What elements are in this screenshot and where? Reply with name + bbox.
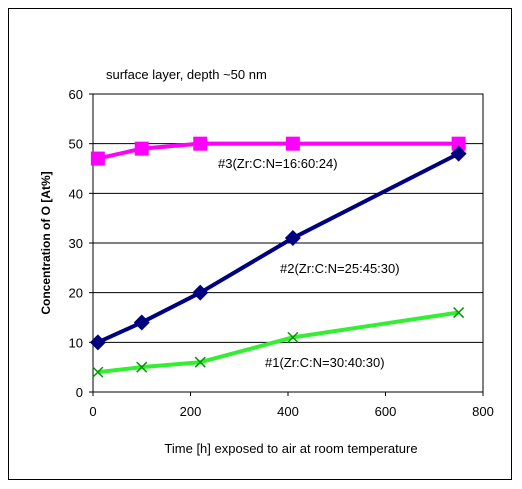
y-tick-label: 30 — [69, 236, 83, 251]
data-point — [92, 366, 104, 378]
x-tick-label: 0 — [89, 404, 96, 419]
data-point — [193, 136, 208, 151]
y-tick-label: 60 — [69, 87, 83, 102]
data-point — [285, 136, 300, 151]
data-point — [134, 141, 149, 156]
x-tick-label: 800 — [472, 404, 494, 419]
data-point — [451, 136, 466, 151]
series-label: #1(Zr:C:N=30:40:30) — [265, 355, 385, 370]
chart-title: surface layer, depth ~50 nm — [106, 67, 267, 82]
data-point — [287, 331, 299, 343]
y-axis-label: Concentration of O [At%] — [39, 171, 53, 314]
y-tick-label: 0 — [76, 385, 83, 400]
x-tick-label: 600 — [375, 404, 397, 419]
series-1 — [90, 136, 466, 166]
series-labels: #3(Zr:C:N=16:60:24) #2(Zr:C:N=25:45:30) #1… — [218, 156, 400, 370]
y-tick-label: 40 — [69, 186, 83, 201]
data-point — [89, 334, 106, 351]
series-label: #2(Zr:C:N=25:45:30) — [280, 261, 400, 276]
chart-frame — [8, 8, 512, 480]
y-tick-label: 20 — [69, 286, 83, 301]
series-group — [89, 136, 467, 378]
data-point — [194, 356, 206, 368]
data-point — [284, 230, 301, 247]
y-tick-label: 50 — [69, 137, 83, 152]
data-point — [133, 314, 150, 331]
series-line — [97, 151, 460, 345]
series-label: #3(Zr:C:N=16:60:24) — [218, 156, 338, 171]
series-2 — [89, 145, 467, 351]
data-point — [136, 361, 148, 373]
x-tick-label: 200 — [180, 404, 202, 419]
y-tick-label: 10 — [69, 335, 83, 350]
x-axis-label: Time [h] exposed to air at room temperat… — [164, 441, 417, 456]
series-3 — [92, 307, 465, 378]
x-tick-label: 400 — [277, 404, 299, 419]
data-point — [90, 151, 105, 166]
data-point — [450, 145, 467, 162]
data-point — [192, 284, 209, 301]
data-point — [453, 307, 465, 319]
